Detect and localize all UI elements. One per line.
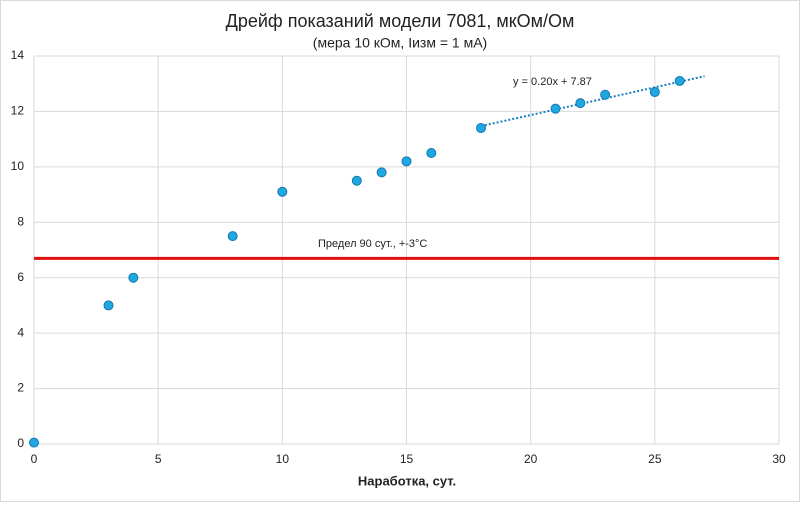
x-tick-label: 30: [772, 452, 786, 466]
chart-title: Дрейф показаний модели 7081, мкОм/Ом: [226, 11, 575, 31]
chart-subtitle: (мера 10 кОм, Iизм = 1 мА): [313, 35, 487, 51]
point: [674, 75, 685, 86]
point: [227, 231, 238, 242]
x-tick-label: 0: [31, 452, 38, 466]
point: [649, 87, 660, 98]
y-tick-label: 0: [17, 436, 24, 450]
x-tick-label: 20: [524, 452, 538, 466]
point: [29, 437, 39, 448]
point: [600, 89, 611, 100]
y-tick-label: 14: [11, 48, 25, 62]
x-tick-label: 10: [276, 452, 290, 466]
point: [401, 156, 412, 167]
point: [426, 148, 437, 158]
y-tick-label: 8: [17, 214, 24, 228]
x-tick-label: 25: [648, 452, 662, 466]
x-tick-label: 15: [400, 452, 414, 466]
point: [476, 123, 486, 134]
point: [550, 103, 561, 114]
point: [103, 300, 114, 311]
y-tick-label: 4: [17, 325, 24, 339]
limit-label: Предел 90 сут., +-3°С: [318, 238, 427, 250]
point: [351, 175, 362, 186]
x-tick-label: 5: [155, 452, 162, 466]
y-tick-label: 2: [17, 381, 24, 395]
point: [277, 186, 288, 197]
point: [376, 167, 387, 178]
point: [128, 272, 139, 283]
y-tick-label: 12: [11, 104, 25, 118]
y-tick-label: 6: [17, 270, 24, 284]
point: [575, 98, 586, 109]
x-axis-label: Наработка, сут.: [358, 473, 456, 488]
trendline-label: y = 0.20x + 7.87: [513, 76, 592, 88]
y-tick-label: 10: [11, 159, 25, 173]
